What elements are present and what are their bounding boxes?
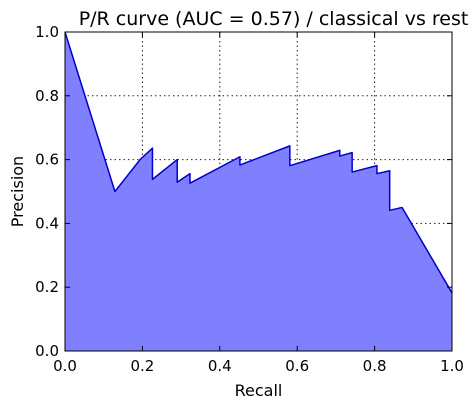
y-tick-label: 0.6 [35,151,59,169]
x-tick-label: 1.0 [440,357,464,375]
x-tick-label: 0.2 [130,357,154,375]
x-tick-label: 0.6 [285,357,309,375]
x-axis-label: Recall [235,381,283,400]
x-tick-label: 0.4 [208,357,232,375]
precision-recall-line [64,31,453,294]
y-tick-label: 1.0 [35,23,59,41]
y-tick-label: 0.4 [35,214,59,232]
y-tick-label: 0.8 [35,87,59,105]
y-tick-label: 0.0 [35,342,59,360]
axes-frame [64,31,453,352]
axis-ticks: 0.0 0.2 0.4 0.6 0.8 1.0 0.0 0.2 0.4 0.6 0.8 1.0 [35,23,464,375]
precision-area-fill [65,32,452,351]
y-tick-label: 0.2 [35,278,59,296]
chart-title: P/R curve (AUC = 0.57) / classical vs re… [79,8,469,30]
x-tick-label: 0.0 [53,357,77,375]
x-tick-label: 0.8 [363,357,387,375]
y-axis-label: Precision [8,156,27,227]
